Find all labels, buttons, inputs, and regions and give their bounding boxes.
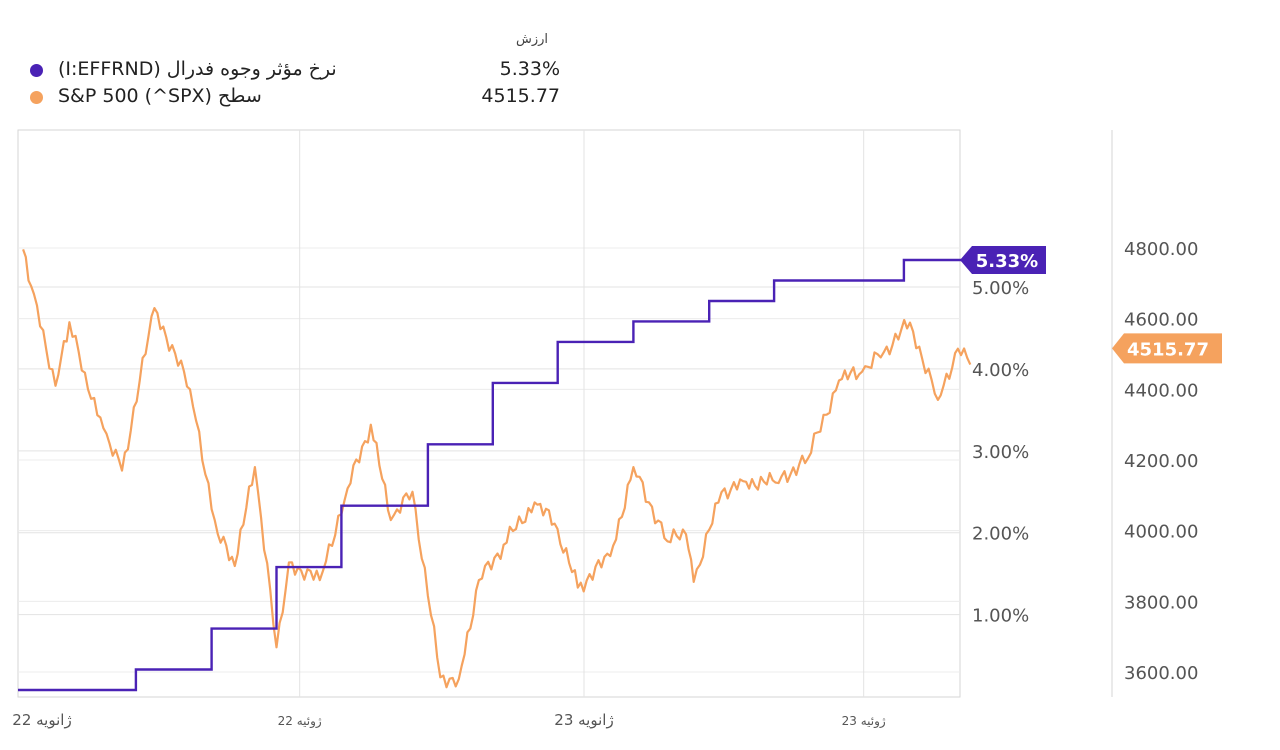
y-tick-label-left: 3.00% (972, 442, 1029, 463)
y-tick-label-left: 5.00% (972, 278, 1029, 299)
spx-last-value-label: 4515.77 (1127, 339, 1209, 360)
legend-item-spx[interactable]: S&P 500 (^SPX) سطح 4515.77 (30, 85, 560, 111)
legend-value-spx: 4515.77 (481, 85, 560, 107)
effr-last-value-label: 5.33% (976, 251, 1038, 272)
legend-name-spx: S&P 500 (^SPX) سطح (58, 85, 262, 107)
y-tick-label-right: 3600.00 (1124, 663, 1198, 684)
y-tick-label-right: 3800.00 (1124, 592, 1198, 613)
legend-item-effr[interactable]: (I:EFFRND) نرخ مؤثر وجوه فدرال 5.33% (30, 58, 560, 84)
legend-swatch-effr (30, 64, 43, 77)
y-tick-label-right: 4000.00 (1124, 522, 1198, 543)
y-tick-label-right: 4400.00 (1124, 380, 1198, 401)
effr-last-value-tag (960, 246, 1046, 274)
x-tick-label: ژانویه 23 (554, 711, 613, 729)
y-tick-label-left: 1.00% (972, 606, 1029, 627)
chart-legend: ارزش (I:EFFRND) نرخ مؤثر وجوه فدرال 5.33… (0, 0, 600, 120)
legend-name-effr: (I:EFFRND) نرخ مؤثر وجوه فدرال (58, 58, 337, 80)
y-tick-label-right: 4600.00 (1124, 310, 1198, 331)
y-tick-label-left: 2.00% (972, 524, 1029, 545)
x-tick-label: ژوئیه 23 (842, 714, 886, 729)
legend-value-header: ارزش (516, 32, 549, 47)
plot-area (17, 129, 961, 698)
y-tick-label-left: 4.00% (972, 360, 1029, 381)
spx-last-value-tag (1112, 333, 1222, 364)
y-tick-label-right: 4800.00 (1124, 239, 1198, 260)
effr-series-line (18, 258, 982, 692)
legend-value-effr: 5.33% (499, 58, 560, 80)
legend-swatch-spx (30, 91, 43, 104)
x-tick-label: ژوئیه 22 (278, 714, 322, 729)
spx-series-line (22, 249, 972, 689)
x-tick-label: ژانویه 22 (12, 711, 71, 729)
y-tick-label-right: 4200.00 (1124, 451, 1198, 472)
